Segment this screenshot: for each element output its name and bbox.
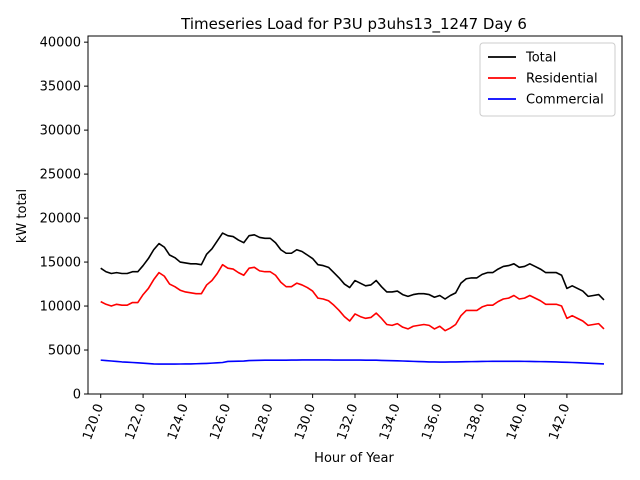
y-tick-label: 15000 [40, 256, 81, 271]
x-axis-label: Hour of Year [314, 451, 394, 466]
y-axis-label: kW total [15, 189, 30, 243]
y-tick-label: 30000 [40, 124, 81, 139]
y-tick-label: 40000 [40, 36, 81, 51]
series-line-total [100, 232, 605, 301]
y-tick-label: 5000 [48, 344, 81, 359]
legend-label-total: Total [525, 51, 556, 66]
legend-label-commercial: Commercial [526, 93, 604, 108]
y-tick-label: 25000 [40, 168, 81, 183]
y-tick-label: 0 [73, 388, 81, 403]
chart-title: Timeseries Load for P3U p3uhs13_1247 Day… [180, 15, 527, 34]
series-line-commercial [100, 359, 605, 365]
series-line-residential [100, 263, 605, 332]
y-tick-label: 35000 [40, 80, 81, 95]
legend: Total Residential Commercial [479, 42, 616, 117]
y-tick-label: 10000 [40, 300, 81, 315]
legend-label-residential: Residential [526, 72, 598, 87]
y-tick-label: 20000 [40, 212, 81, 227]
legend-box [479, 42, 616, 117]
